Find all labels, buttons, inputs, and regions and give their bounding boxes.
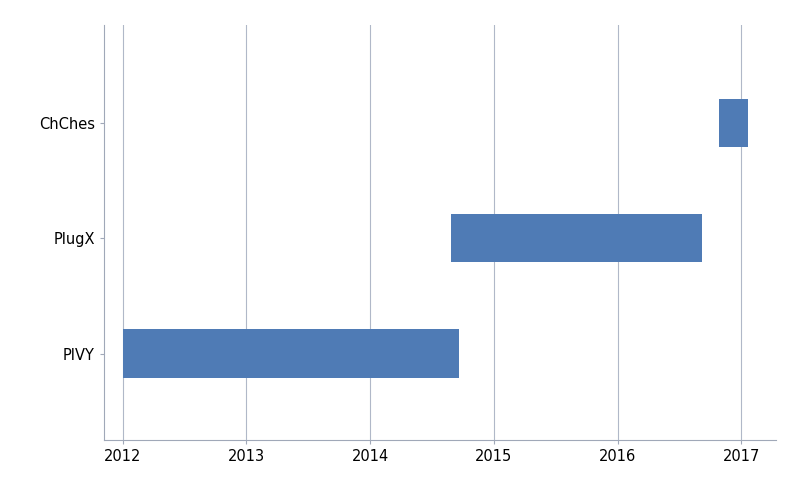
- Bar: [719, 99, 747, 147]
- Bar: [450, 214, 702, 262]
- Bar: [122, 330, 459, 378]
